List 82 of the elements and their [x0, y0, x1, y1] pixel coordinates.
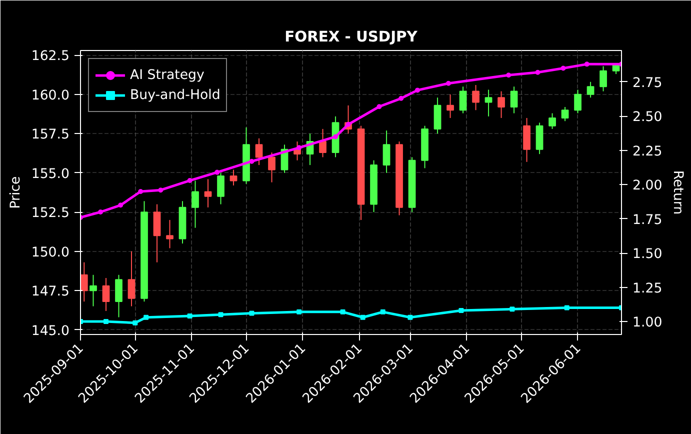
candlestick	[115, 274, 122, 318]
point	[346, 122, 351, 127]
point	[560, 66, 566, 71]
point	[132, 320, 138, 326]
point	[138, 188, 144, 194]
point	[296, 145, 302, 150]
point	[187, 178, 192, 184]
point	[535, 70, 540, 75]
point	[446, 80, 451, 86]
candlestick	[574, 89, 582, 114]
point	[296, 309, 302, 314]
candlestick	[230, 169, 238, 186]
point	[380, 309, 386, 314]
point	[510, 306, 515, 312]
y2-axis-title: Return	[670, 170, 686, 215]
y2-tick-label: 1.75	[632, 212, 662, 228]
y2-tick-label: 2.00	[632, 178, 662, 194]
point	[333, 134, 338, 140]
y2-tick-label: 1.25	[632, 281, 662, 296]
y-tick-label: 145.0	[31, 324, 70, 339]
candlestick	[523, 117, 530, 162]
point	[340, 309, 346, 314]
candlestick	[255, 138, 263, 166]
point	[249, 158, 254, 164]
y-tick-label: 160.0	[31, 88, 70, 104]
candlestick	[166, 219, 174, 249]
candlestick	[536, 122, 544, 155]
point	[398, 96, 404, 101]
point	[158, 188, 164, 193]
y-tick-label: 162.5	[31, 49, 70, 64]
y2-tick-label: 2.50	[632, 110, 662, 126]
candlestick	[268, 152, 276, 183]
candlestick	[498, 90, 505, 118]
candlestick	[382, 130, 390, 174]
point	[408, 314, 413, 320]
candlestick	[561, 106, 569, 122]
candlestick	[102, 278, 110, 312]
point	[414, 88, 420, 93]
candlestick	[217, 172, 224, 205]
point	[506, 72, 512, 78]
candlestick	[204, 178, 212, 208]
y2-tick-label: 2.25	[632, 144, 662, 160]
candlestick	[153, 204, 161, 263]
candlestick	[600, 66, 607, 92]
chart-title: FOREX - USDJPY	[284, 28, 418, 46]
point	[104, 319, 108, 324]
y-tick-label: 155.0	[31, 166, 70, 182]
y-tick-label: 157.5	[31, 128, 70, 143]
candlestick	[484, 89, 492, 117]
y-axis-title: Price	[8, 176, 24, 209]
point	[376, 104, 382, 110]
point	[564, 305, 570, 310]
line-series	[80, 305, 622, 326]
candlestick	[510, 86, 518, 114]
y2-tick-label: 1.00	[632, 316, 662, 330]
point	[218, 312, 224, 318]
point	[144, 314, 149, 320]
y-tick-label: 152.5	[31, 206, 70, 222]
point	[360, 314, 366, 320]
point	[249, 310, 254, 316]
candlestick	[128, 250, 136, 307]
point	[98, 210, 104, 214]
y2-tick-label: 2.75	[632, 76, 662, 91]
candlestick	[80, 262, 88, 302]
point	[214, 170, 220, 175]
point	[118, 202, 124, 208]
y-tick-label: 147.5	[31, 284, 70, 300]
candlestick	[586, 81, 594, 98]
y2-tick-label: 1.50	[632, 247, 662, 262]
candlestick	[459, 86, 467, 114]
point	[458, 308, 464, 314]
candlestick	[446, 94, 454, 118]
legend-label: Buy-and-Hold	[130, 88, 220, 102]
legend-label: AI Strategy	[130, 68, 204, 82]
point	[187, 314, 192, 319]
candlestick	[434, 97, 442, 134]
candlestick	[472, 84, 480, 111]
point	[584, 62, 590, 67]
candlestick	[319, 128, 326, 158]
candlestick	[548, 112, 556, 130]
candlestick	[90, 274, 97, 307]
y-tick-label: 150.0	[31, 245, 70, 260]
